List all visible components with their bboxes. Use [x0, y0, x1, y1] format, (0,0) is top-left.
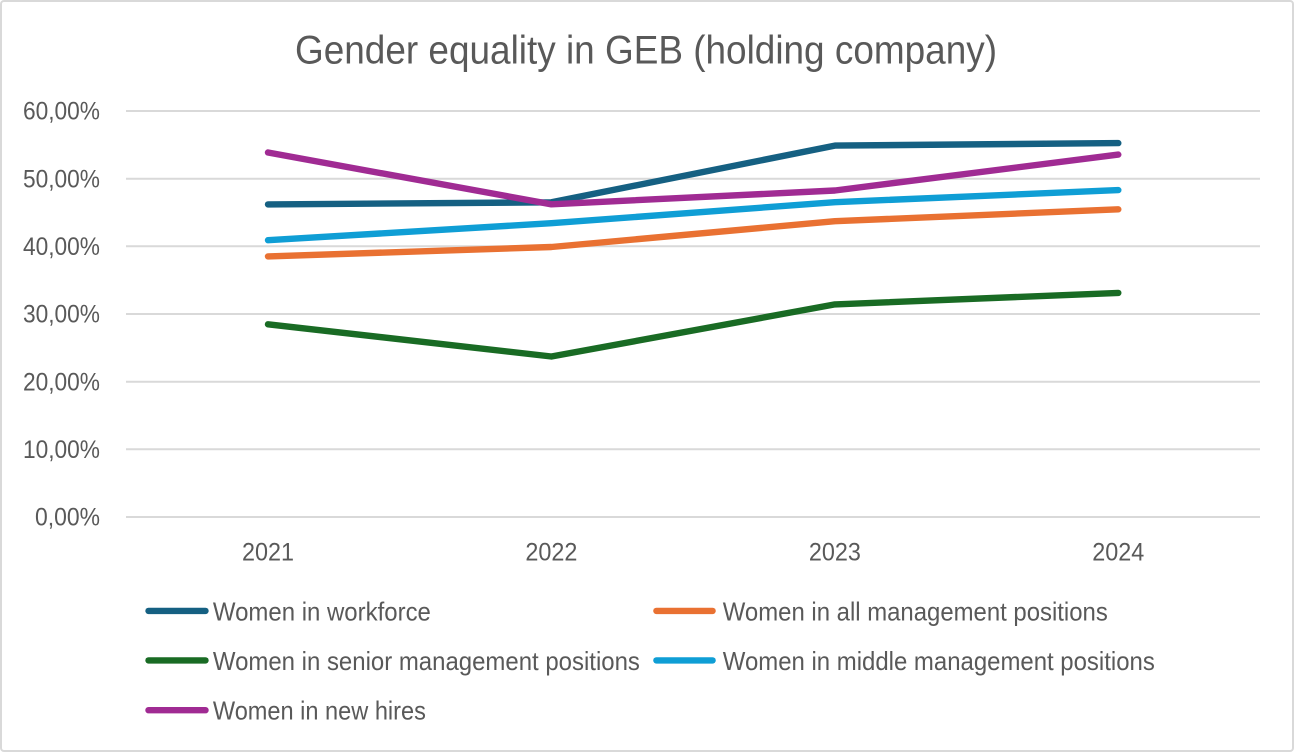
svg-text:Women in senior management pos: Women in senior management positions: [213, 646, 640, 676]
svg-text:Women in workforce: Women in workforce: [213, 596, 431, 626]
svg-text:Gender equality in GEB (holdin: Gender equality in GEB (holding company): [295, 29, 997, 73]
svg-text:50,00%: 50,00%: [23, 165, 100, 193]
svg-text:2022: 2022: [525, 538, 577, 566]
svg-text:10,00%: 10,00%: [23, 436, 100, 464]
svg-text:20,00%: 20,00%: [23, 368, 100, 396]
svg-text:60,00%: 60,00%: [23, 98, 100, 126]
svg-text:40,00%: 40,00%: [23, 233, 100, 261]
svg-text:Women in new hires: Women in new hires: [213, 696, 426, 726]
svg-text:0,00%: 0,00%: [35, 504, 100, 532]
svg-text:2024: 2024: [1092, 538, 1144, 566]
svg-text:2021: 2021: [242, 538, 294, 566]
svg-text:2023: 2023: [809, 538, 861, 566]
svg-text:30,00%: 30,00%: [23, 301, 100, 329]
svg-text:Women in all management positi: Women in all management positions: [723, 596, 1108, 626]
svg-text:Women in middle management pos: Women in middle management positions: [723, 646, 1155, 676]
